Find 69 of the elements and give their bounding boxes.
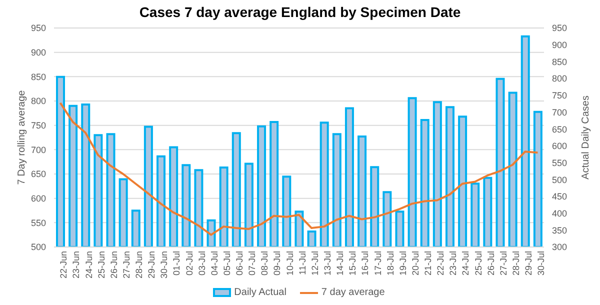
- x-tick-label: 08-Jul: [260, 251, 270, 276]
- x-tick-label: 16-Jul: [360, 251, 370, 276]
- y2-tick-label: 450: [552, 192, 568, 202]
- x-tick-label: 13-Jul: [322, 251, 333, 276]
- x-tick-label: 06-Jul: [234, 251, 245, 276]
- x-tick-label: 05-Jul: [222, 251, 232, 276]
- y2-tick-label: 700: [552, 107, 568, 118]
- legend-label: 7 day average: [320, 287, 385, 298]
- y2-tick-label: 800: [552, 74, 568, 84]
- x-tick-label: 19-Jul: [398, 251, 408, 276]
- x-tick-label: 24-Jun: [84, 251, 94, 279]
- y2-axis-title: Actual Daily Cases: [580, 96, 592, 180]
- y2-tick-label: 950: [552, 23, 568, 34]
- x-tick-label: 29-Jul: [524, 251, 534, 276]
- y2-tick-label: 500: [552, 174, 568, 185]
- x-tick-label: 22-Jul: [436, 251, 446, 276]
- x-tick-label: 03-Jul: [196, 251, 207, 276]
- y-tick-label: 750: [30, 120, 46, 131]
- x-tick-label: 01-Jul: [172, 251, 182, 276]
- x-tick-label: 30-Jun: [159, 251, 170, 279]
- x-tick-label: 22-Jun: [58, 251, 69, 279]
- x-tick-label: 18-Jul: [385, 251, 396, 276]
- x-tick-label: 04-Jul: [209, 251, 220, 276]
- x-tick-label: 10-Jul: [284, 251, 295, 276]
- x-tick-label: 20-Jul: [410, 251, 420, 276]
- x-tick-label: 25-Jun: [96, 251, 106, 279]
- x-tick-label: 21-Jul: [423, 251, 434, 276]
- y-tick-label: 500: [30, 242, 46, 252]
- x-tick-label: 17-Jul: [372, 251, 383, 276]
- y-tick-label: 650: [30, 169, 46, 180]
- x-tick-label: 09-Jul: [272, 251, 282, 276]
- y-tick-label: 700: [30, 144, 46, 155]
- y2-tick-label: 750: [552, 90, 568, 101]
- x-tick-label: 28-Jun: [134, 251, 144, 279]
- y2-tick-label: 600: [552, 141, 568, 152]
- y2-tick-label: 550: [552, 158, 568, 168]
- y-tick-label: 950: [30, 23, 46, 34]
- y2-tick-label: 850: [552, 56, 568, 67]
- x-tick-label: 11-Jul: [297, 251, 308, 275]
- y-tick-label: 600: [30, 194, 46, 204]
- x-tick-label: 14-Jul: [335, 251, 346, 276]
- x-tick-label: 29-Jun: [146, 251, 157, 279]
- y2-tick-label: 900: [552, 40, 568, 50]
- line-series: [59, 102, 539, 236]
- x-tick-label: 26-Jul: [486, 251, 496, 276]
- x-tick-label: 24-Jul: [460, 251, 471, 276]
- y-tick-label: 800: [30, 96, 46, 106]
- x-tick-label: 27-Jul: [498, 251, 508, 276]
- x-tick-label: 26-Jun: [108, 251, 119, 279]
- chart-title: Cases 7 day average England by Specimen Date: [138, 4, 462, 20]
- y2-tick-label: 650: [552, 124, 568, 134]
- y2-tick-label: 400: [552, 208, 568, 219]
- x-tick-label: 07-Jul: [247, 251, 258, 276]
- y2-tick-label: 300: [552, 242, 568, 252]
- x-tick-label: 23-Jul: [448, 251, 458, 276]
- x-tick-label: 28-Jul: [510, 251, 521, 276]
- y-tick-label: 850: [30, 72, 46, 82]
- y2-tick-label: 350: [552, 225, 568, 236]
- x-tick-label: 27-Jun: [121, 251, 132, 279]
- y-tick-label: 550: [30, 218, 46, 228]
- x-tick-label: 23-Jun: [71, 251, 82, 279]
- x-tick-label: 12-Jul: [310, 251, 320, 276]
- x-tick-label: 15-Jul: [348, 251, 358, 276]
- y-tick-label: 900: [30, 48, 46, 58]
- x-tick-label: 02-Jul: [184, 251, 194, 276]
- x-tick-label: 25-Jul: [473, 251, 484, 276]
- legend-label: Daily Actual: [233, 287, 286, 298]
- y-axis-title: 7 Day rolling average: [16, 90, 28, 185]
- x-tick-label: 30-Jul: [536, 251, 546, 276]
